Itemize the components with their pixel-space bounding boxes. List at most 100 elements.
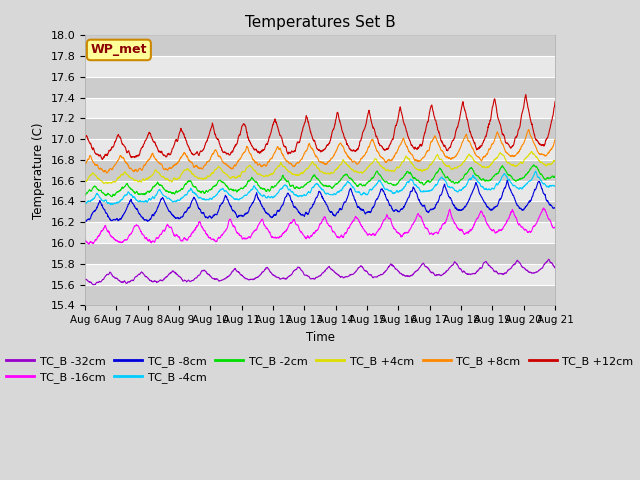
TC_B +8cm — [451, 153, 459, 159]
TC_B +8cm — [310, 148, 317, 154]
TC_B -8cm — [538, 185, 545, 191]
TC_B +8cm — [538, 151, 545, 157]
TC_B +12cm — [106, 147, 113, 153]
TC_B -32cm — [90, 282, 97, 288]
Bar — [85, 181, 555, 202]
Line: TC_B +12cm: TC_B +12cm — [85, 95, 555, 159]
TC_B -2cm — [530, 162, 538, 168]
TC_B -4cm — [451, 188, 459, 193]
TC_B -4cm — [538, 179, 546, 185]
Bar — [85, 119, 555, 139]
TC_B +8cm — [106, 168, 113, 173]
TC_B +4cm — [106, 180, 113, 186]
TC_B -8cm — [105, 215, 113, 220]
TC_B -2cm — [538, 172, 546, 178]
Line: TC_B -4cm: TC_B -4cm — [85, 171, 555, 204]
TC_B -8cm — [451, 205, 459, 211]
TC_B -16cm — [298, 229, 305, 235]
Bar — [85, 36, 555, 56]
Y-axis label: Temperature (C): Temperature (C) — [32, 122, 45, 218]
Bar — [85, 56, 555, 77]
TC_B +12cm — [451, 131, 459, 136]
TC_B -16cm — [538, 209, 545, 215]
TC_B -8cm — [538, 185, 545, 191]
TC_B -32cm — [545, 256, 552, 262]
Text: WP_met: WP_met — [91, 43, 147, 57]
TC_B -8cm — [297, 212, 305, 218]
Line: TC_B -32cm: TC_B -32cm — [85, 259, 555, 285]
X-axis label: Time: Time — [305, 331, 335, 344]
Title: Temperatures Set B: Temperatures Set B — [244, 15, 396, 30]
TC_B -4cm — [105, 201, 113, 206]
TC_B +12cm — [99, 156, 106, 162]
TC_B -16cm — [551, 224, 559, 230]
TC_B -4cm — [551, 183, 559, 189]
TC_B +12cm — [551, 99, 559, 105]
TC_B -2cm — [310, 173, 317, 179]
TC_B +4cm — [528, 149, 536, 155]
Bar — [85, 243, 555, 264]
TC_B +12cm — [522, 92, 529, 97]
Line: TC_B -2cm: TC_B -2cm — [85, 165, 555, 197]
TC_B +12cm — [298, 132, 305, 137]
TC_B -16cm — [540, 205, 547, 211]
TC_B -16cm — [81, 238, 89, 243]
TC_B -2cm — [538, 172, 545, 178]
TC_B -32cm — [310, 276, 317, 282]
Line: TC_B +8cm: TC_B +8cm — [85, 130, 555, 173]
TC_B -4cm — [532, 168, 540, 174]
TC_B +4cm — [310, 161, 317, 167]
TC_B -4cm — [310, 184, 317, 190]
TC_B +8cm — [525, 127, 532, 132]
TC_B +4cm — [298, 170, 305, 176]
TC_B +4cm — [538, 159, 545, 165]
TC_B -16cm — [106, 229, 113, 235]
TC_B -32cm — [451, 260, 459, 265]
Bar — [85, 222, 555, 243]
TC_B +8cm — [538, 152, 546, 157]
TC_B -32cm — [551, 265, 559, 271]
TC_B -16cm — [310, 229, 317, 235]
Bar — [85, 77, 555, 97]
Line: TC_B +4cm: TC_B +4cm — [85, 152, 555, 184]
TC_B -2cm — [105, 192, 113, 197]
TC_B +4cm — [538, 159, 546, 165]
TC_B +12cm — [81, 135, 89, 141]
Bar — [85, 202, 555, 222]
TC_B -2cm — [81, 192, 89, 198]
TC_B -32cm — [106, 271, 113, 276]
TC_B +8cm — [103, 170, 111, 176]
Bar — [85, 97, 555, 119]
TC_B -8cm — [81, 218, 89, 224]
TC_B +12cm — [538, 143, 545, 148]
Bar — [85, 264, 555, 285]
TC_B +4cm — [551, 158, 559, 164]
Legend: TC_B -32cm, TC_B -16cm, TC_B -8cm, TC_B -4cm, TC_B -2cm, TC_B +4cm, TC_B +8cm, T: TC_B -32cm, TC_B -16cm, TC_B -8cm, TC_B … — [2, 351, 638, 388]
Bar — [85, 285, 555, 305]
Bar — [85, 139, 555, 160]
TC_B +8cm — [81, 160, 89, 166]
TC_B +4cm — [100, 181, 108, 187]
TC_B -16cm — [451, 221, 459, 227]
TC_B -4cm — [298, 192, 305, 198]
TC_B -32cm — [538, 265, 545, 271]
TC_B -8cm — [310, 202, 317, 207]
TC_B -32cm — [538, 265, 545, 271]
Line: TC_B -8cm: TC_B -8cm — [85, 180, 555, 221]
TC_B -2cm — [451, 180, 459, 185]
TC_B -2cm — [551, 173, 559, 179]
TC_B +8cm — [551, 137, 559, 143]
TC_B -32cm — [298, 267, 305, 273]
TC_B -16cm — [538, 209, 545, 215]
TC_B +4cm — [81, 178, 89, 183]
TC_B +4cm — [451, 165, 459, 171]
TC_B -32cm — [81, 277, 89, 283]
TC_B -8cm — [504, 177, 511, 183]
TC_B +12cm — [310, 137, 317, 143]
TC_B -4cm — [538, 179, 545, 184]
Line: TC_B -16cm: TC_B -16cm — [85, 208, 555, 244]
TC_B -4cm — [81, 200, 89, 206]
Bar — [85, 160, 555, 181]
TC_B -2cm — [108, 194, 116, 200]
TC_B -16cm — [84, 241, 92, 247]
